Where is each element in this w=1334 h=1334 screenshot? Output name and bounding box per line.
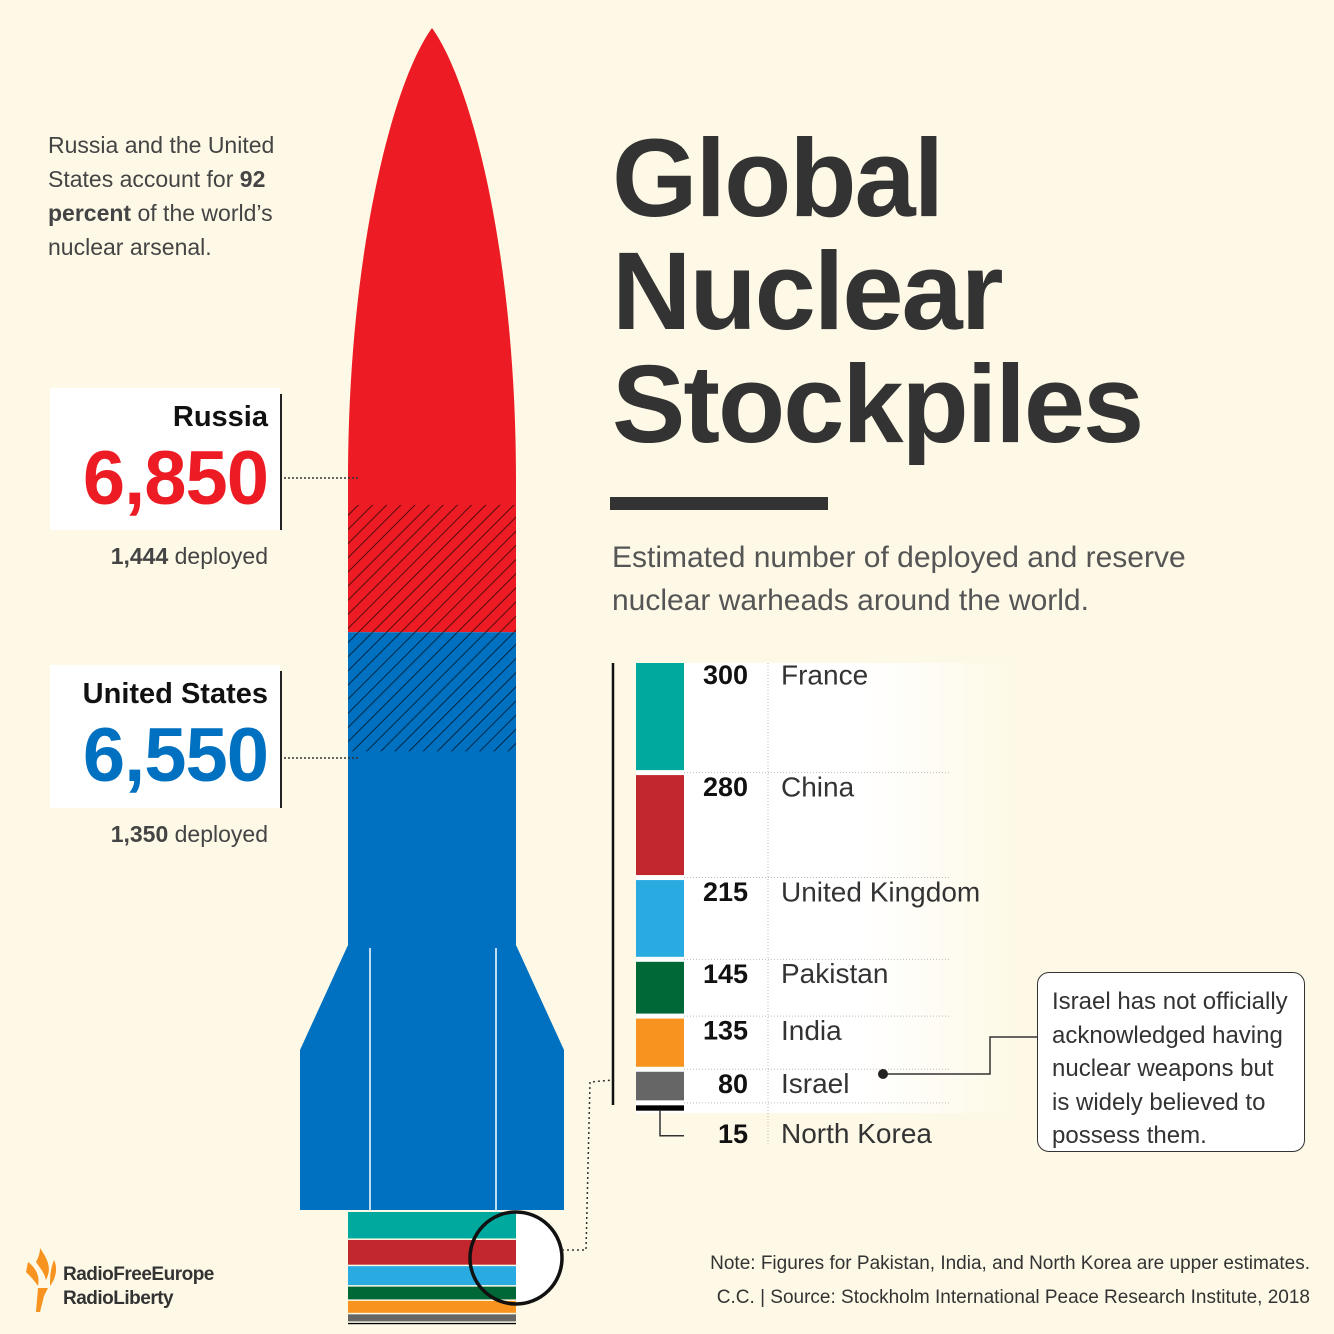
label-box [50,665,280,808]
annotation: Israel has not officially acknowledged h… [1037,972,1305,1152]
value-label: 145 [703,959,748,989]
bar [636,961,684,1014]
stack-segment [348,1322,516,1325]
lens-white [516,1212,562,1304]
country-total: 6,850 [83,436,268,521]
value-label: 135 [703,1016,748,1046]
value-label: 280 [703,772,748,802]
value-label: 215 [703,877,748,907]
label-connector [659,1110,684,1137]
stack-segment [348,1286,516,1300]
stack-segment [348,1300,516,1313]
intro-text: Russia and the United States account for [48,132,275,192]
stack-segment [348,1212,516,1239]
annotation-dot [878,1069,888,1079]
deployed-label: 1,350 deployed [111,821,268,847]
country-label: United Kingdom [781,876,980,907]
subtitle: Estimated number of deployed and reserve… [612,541,1186,617]
deployed-hatch [348,504,516,633]
country-label: Pakistan [781,958,888,989]
title: Global Nuclear Stockpiles [612,117,1144,466]
note: Note: Figures for Pakistan, India, and N… [710,1253,1310,1274]
country-name: United States [83,678,268,710]
lens [468,1210,564,1306]
country-label: France [781,659,868,690]
stack-segment [348,1239,516,1265]
lens-connector [562,1079,614,1251]
rocket-body [300,28,564,1210]
logo-text: RadioFreeEurope [63,1264,214,1285]
country-label: North Korea [781,1118,932,1149]
country-label: Israel [781,1068,849,1099]
rocket [300,28,614,1325]
bar [636,880,684,957]
logo-text: RadioLiberty [63,1288,174,1309]
deployed-number: 1,444 [111,543,169,569]
value-label: 80 [718,1069,748,1099]
deployed-word: deployed [175,543,268,569]
title-underline [610,497,828,510]
value-label: 300 [703,660,748,690]
value-label: 15 [718,1119,748,1149]
deployed-hatch [348,632,516,752]
intro-text: of the world’s nuclear arsenal. [48,200,273,260]
deployed-label: 1,444 deployed [111,543,268,569]
bar [636,775,684,876]
country-total: 6,550 [83,713,268,798]
country-name: Russia [173,401,269,433]
bar [636,663,684,771]
source: C.C. | Source: Stockholm International P… [716,1287,1310,1308]
deployed-number: 1,350 [111,821,169,847]
annotation-connector [883,1036,1037,1075]
stack-segment [348,1314,516,1322]
country-label: India [781,1015,842,1046]
list-panel [636,663,1016,1113]
intro-highlight: 92 percent [48,166,266,226]
deployed-word: deployed [175,821,268,847]
rocket-stack [348,1212,516,1325]
label-box [50,388,280,530]
bar [636,1071,684,1101]
stack-segment [348,1266,516,1286]
bar [636,1018,684,1067]
intro: Russia and the United States account for… [48,128,308,264]
logo-icon [26,1248,57,1312]
country-label: China [781,771,855,802]
bar [636,1105,684,1111]
others-list: 300 France 280 China 215 United Kingdom 145 Pak… [611,659,1016,1149]
